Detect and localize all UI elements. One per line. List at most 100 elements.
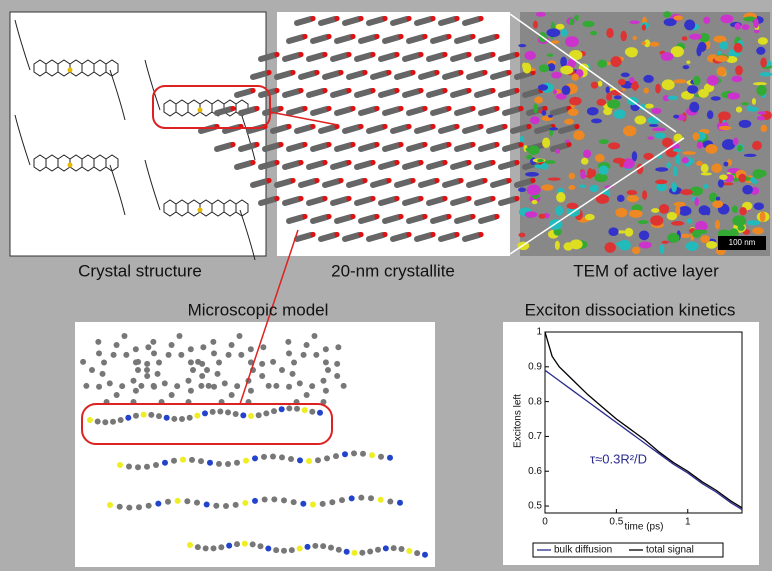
rod-end [470,34,475,39]
atom [171,416,177,422]
rod-end [382,16,387,21]
rod [309,163,323,167]
rod [349,181,363,185]
rod [501,91,515,95]
rod [381,91,395,95]
rod-end [338,178,343,183]
rod-end [430,232,435,237]
rod [381,163,395,167]
rod-end [442,88,447,93]
grain [621,73,630,78]
atom [367,548,373,554]
atom [96,350,102,356]
rod [457,145,471,149]
grain [532,200,538,204]
grain [519,233,526,238]
atom [300,501,306,507]
grain [541,110,546,115]
grain [629,20,640,24]
rod [537,127,551,131]
grain [562,85,571,95]
atom [111,352,117,358]
atom [87,417,93,423]
rod-end [322,88,327,93]
rod [265,145,279,149]
rod-end [394,52,399,57]
figure: 100 nm Crystal structure 20-nm crystalli… [0,0,772,571]
rod [441,235,455,239]
atom [297,457,303,463]
rod-end [358,232,363,237]
atom [252,455,258,461]
atom [216,461,222,467]
grain [598,81,603,87]
grain [707,110,713,119]
atom [281,548,287,554]
rod [501,199,515,203]
rod-end [298,160,303,165]
rod [517,73,531,77]
rod [357,91,371,95]
atom [180,457,186,463]
rod [261,163,275,167]
grain [650,42,660,47]
grain [703,184,709,189]
grain [742,24,750,30]
grain [698,89,709,98]
grain [644,87,649,93]
rod-end [458,178,463,183]
grain [752,227,764,234]
atom [234,541,240,547]
rod [217,109,231,113]
atom [397,500,403,506]
grain [564,119,574,125]
rod-end [514,52,519,57]
rod [561,127,575,131]
rod [553,145,567,149]
atom [217,409,223,415]
atom [271,496,277,502]
rod-end [274,52,279,57]
grain [689,34,702,40]
grain [643,75,653,83]
atom [341,383,347,389]
rod [525,91,539,95]
rod [333,163,347,167]
atom [248,346,254,352]
rod [445,73,459,77]
rod [453,199,467,203]
rod [345,235,359,239]
atom [286,350,292,356]
grain [696,161,703,166]
rod-end [350,106,355,111]
rod-end [454,124,459,129]
rod [333,91,347,95]
grain [651,208,659,213]
atom [151,384,157,390]
rod-end [502,124,507,129]
atom [236,333,242,339]
grain [732,205,738,212]
rod [493,73,507,77]
grain [634,116,646,125]
atom [360,451,366,457]
grain [596,99,606,106]
rod [477,199,491,203]
atom [80,359,86,365]
grain [574,15,579,21]
rod-end [490,196,495,201]
atom [335,344,341,350]
grain [541,184,553,190]
grain [542,138,550,149]
rod [393,235,407,239]
grain [734,23,741,30]
grain [734,43,743,53]
atom [324,455,330,461]
atom [146,503,152,509]
grain [693,132,700,140]
atom [169,392,175,398]
rod-end [278,106,283,111]
atom [68,68,73,73]
rod [409,37,423,41]
rod-end [278,142,283,147]
